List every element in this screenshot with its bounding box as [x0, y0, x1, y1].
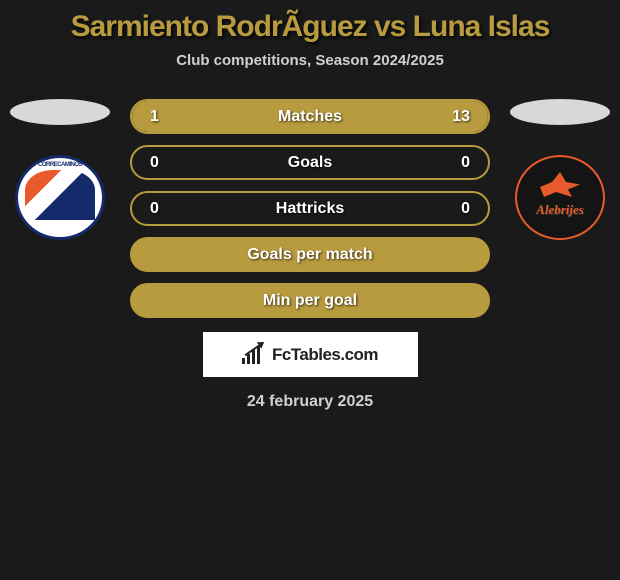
stat-bar-goals: 0 Goals 0 [130, 145, 490, 180]
stats-column: 1 Matches 13 0 Goals 0 0 Hattricks 0 Goa… [110, 99, 510, 318]
stat-label: Goals per match [247, 246, 372, 264]
stat-value-left: 0 [150, 200, 170, 218]
stat-value-right: 13 [450, 108, 470, 126]
page-title: Sarmiento RodrÃ­guez vs Luna Islas [0, 10, 620, 44]
content-row: 1 Matches 13 0 Goals 0 0 Hattricks 0 Goa… [0, 99, 620, 318]
brand-box[interactable]: FcTables.com [203, 332, 418, 377]
stat-bar-matches: 1 Matches 13 [130, 99, 490, 134]
stat-bar-goals-per-match: Goals per match [130, 237, 490, 272]
stat-bar-min-per-goal: Min per goal [130, 283, 490, 318]
stat-bar-hattricks: 0 Hattricks 0 [130, 191, 490, 226]
stat-value-right: 0 [450, 200, 470, 218]
stat-label: Matches [278, 108, 342, 126]
team-logo-left [15, 155, 105, 240]
date-label: 24 february 2025 [0, 393, 620, 411]
right-column [510, 99, 610, 240]
left-column [10, 99, 110, 240]
player-photo-placeholder-right [510, 99, 610, 125]
comparison-widget: Sarmiento RodrÃ­guez vs Luna Islas Club … [0, 0, 620, 411]
stat-label: Hattricks [276, 200, 344, 218]
stat-label: Min per goal [263, 292, 357, 310]
page-subtitle: Club competitions, Season 2024/2025 [0, 52, 620, 69]
brand-text: FcTables.com [272, 345, 378, 365]
player-photo-placeholder-left [10, 99, 110, 125]
stat-value-left: 0 [150, 154, 170, 172]
stat-value-left: 1 [150, 108, 170, 126]
stat-label: Goals [288, 154, 332, 172]
stat-value-right: 0 [450, 154, 470, 172]
team-logo-right [515, 155, 605, 240]
